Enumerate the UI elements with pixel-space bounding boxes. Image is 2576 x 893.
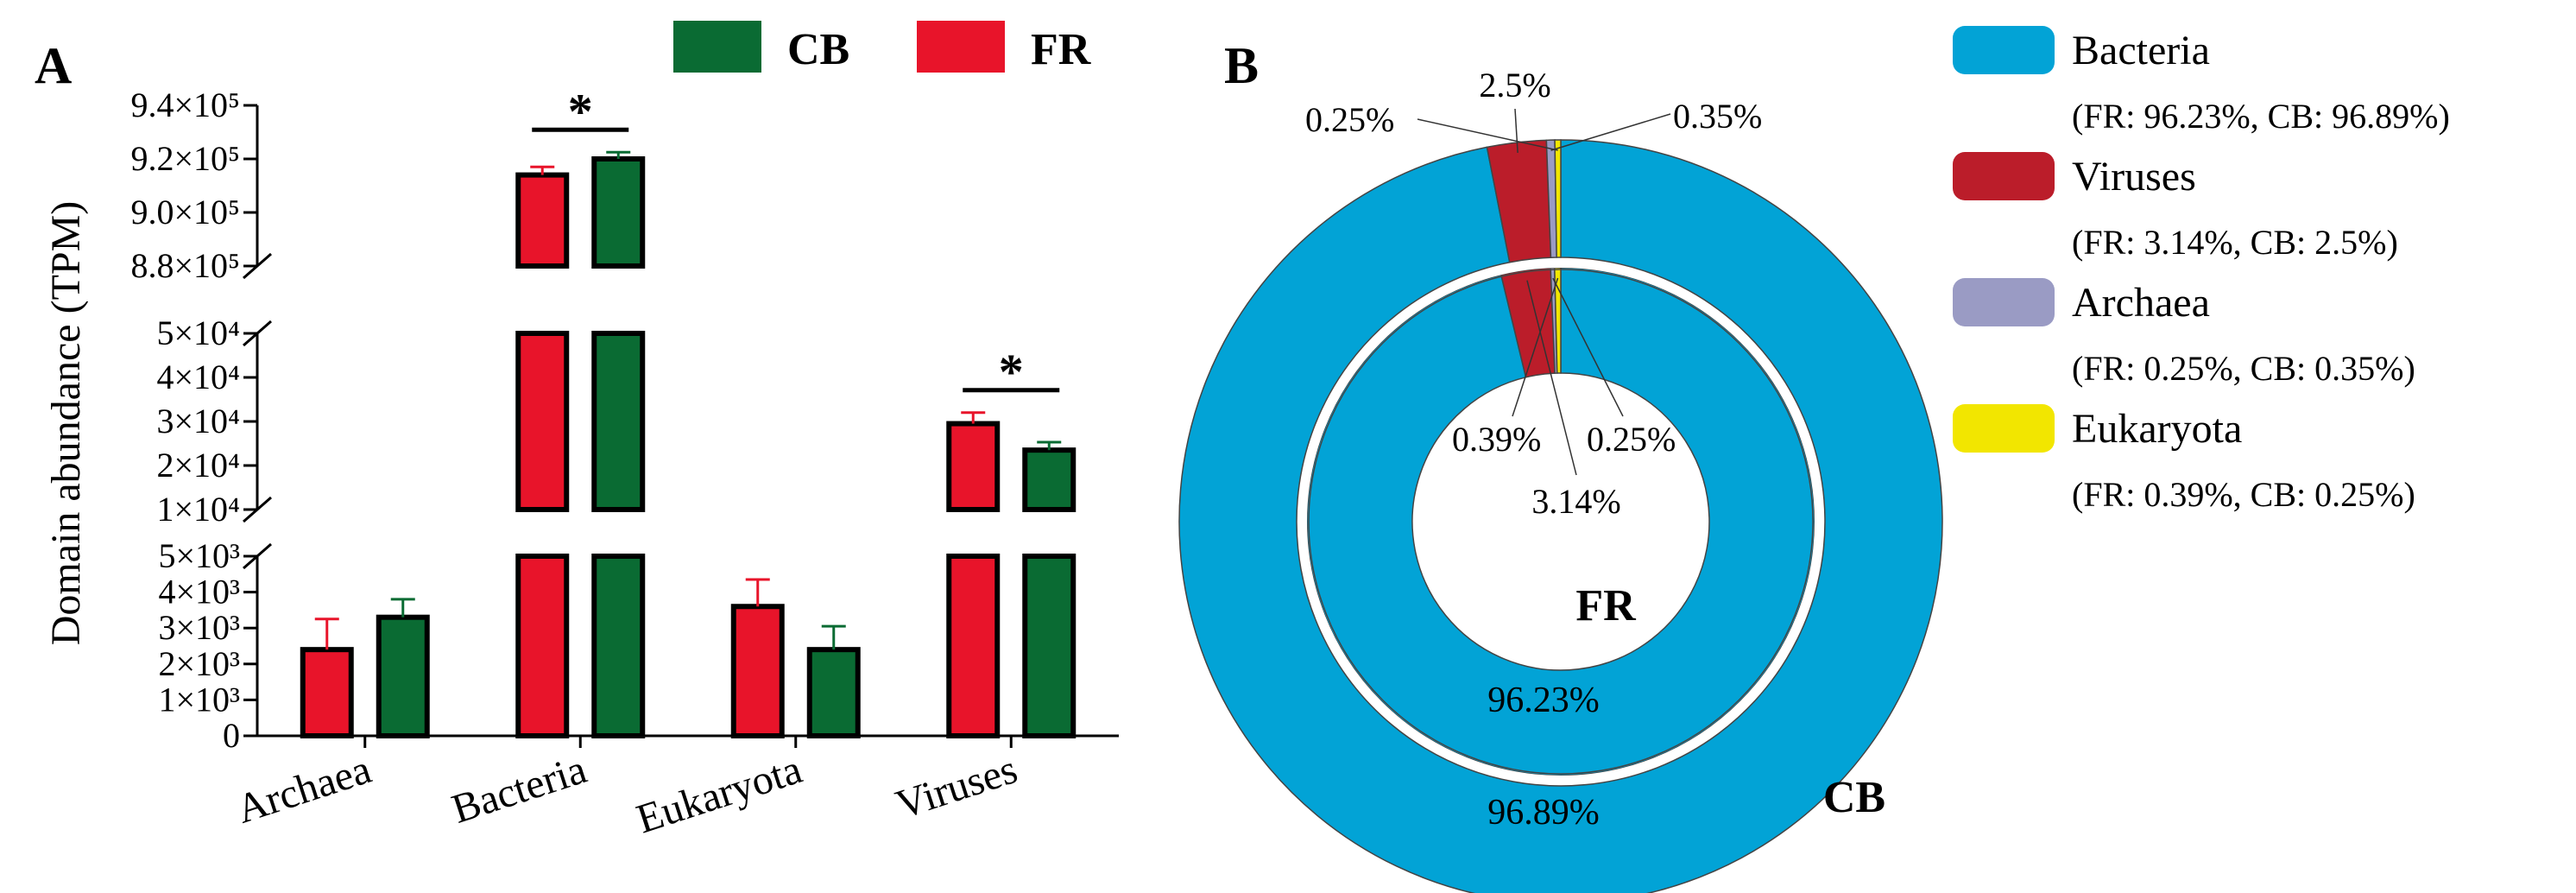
x-tick-label: Bacteria [446, 746, 591, 833]
x-tick-label: Viruses [891, 746, 1023, 828]
legend-detail-viruses: (FR: 3.14%, CB: 2.5%) [2072, 223, 2398, 262]
y-tick-label: 5×10⁴ [156, 314, 240, 352]
bar-fr [946, 421, 1001, 512]
bar-fr [300, 647, 354, 738]
leader-line [1417, 118, 1558, 151]
bar-cb [1022, 554, 1076, 738]
inner-label-eukaryota: 0.39% [1452, 420, 1541, 459]
legend-name-archaea: Archaea [2072, 280, 2210, 326]
y-tick-label: 8.8×10⁵ [130, 246, 240, 285]
axis-break-mark [243, 542, 272, 570]
bar-cb [806, 647, 861, 738]
leader-line [1552, 277, 1624, 417]
slice-fr-bacteria [1306, 267, 1815, 776]
ring-separator [1298, 259, 1823, 784]
outer-ring-name: CB [1823, 773, 1885, 822]
bar-cb [591, 331, 646, 512]
bar-fr [515, 172, 570, 269]
legend-detail-bacteria: (FR: 96.23%, CB: 96.89%) [2072, 97, 2450, 136]
outer-label-archaea: 0.35% [1673, 97, 1762, 136]
bar-cb [1022, 447, 1076, 513]
leader-line [1526, 280, 1577, 476]
y-tick-label: 1×10³ [158, 680, 240, 719]
x-tick-label: Eukaryota [631, 746, 807, 842]
bar-cb [591, 156, 646, 269]
outer-label-eukaryota: 0.25% [1305, 100, 1394, 139]
legend-name-bacteria: Bacteria [2072, 28, 2210, 73]
x-tick-label: Archaea [231, 746, 376, 833]
axis-break-mark [243, 496, 272, 523]
y-tick-label: 3×10⁴ [156, 402, 240, 440]
inner-label-viruses: 3.14% [1531, 482, 1620, 521]
bar-cb [591, 554, 646, 738]
y-tick-label: 2×10⁴ [156, 446, 240, 484]
slice-cb-bacteria [1178, 139, 1943, 893]
y-tick-label: 9.0×10⁵ [130, 193, 240, 231]
y-tick-label: 5×10³ [158, 536, 240, 575]
legend-swatch-archaea [1953, 278, 2055, 326]
legend-swatch-fr [917, 21, 1005, 73]
legend-swatch-cb [673, 21, 761, 73]
legend-detail-archaea: (FR: 0.25%, CB: 0.35%) [2072, 349, 2415, 388]
leader-line [1512, 277, 1559, 417]
y-tick-label: 2×10³ [158, 644, 240, 683]
bar-fr [515, 554, 570, 738]
slice-cb-eukaryota [1554, 139, 1562, 258]
legend-detail-eukaryota: (FR: 0.39%, CB: 0.25%) [2072, 475, 2415, 514]
donut-chart-b: 96.23% 96.89% FR CB 2.5% 0.35% 0.25% 3.14% 0.25%… [1178, 26, 2450, 893]
legend-swatch-eukaryota [1953, 404, 2055, 453]
inner-label-archaea: 0.25% [1587, 420, 1676, 459]
bar-fr [730, 604, 785, 738]
bar-fr [946, 554, 1001, 738]
y-tick-label: 4×10⁴ [156, 358, 240, 396]
bar-fr [515, 331, 570, 512]
slice-fr-eukaryota [1554, 267, 1562, 374]
outer-label-viruses: 2.5% [1479, 66, 1550, 104]
axis-break-mark [243, 252, 272, 280]
y-tick-label: 4×10³ [158, 573, 240, 611]
legend-name-viruses: Viruses [2072, 154, 2196, 200]
significance-star: * [568, 83, 593, 139]
y-axis-label: Domain abundance (TPM) [43, 201, 89, 646]
legend-name-eukaryota: Eukaryota [2072, 406, 2242, 452]
legend-label-fr: FR [1031, 25, 1092, 74]
y-tick-label: 0 [223, 716, 240, 755]
leader-line [1550, 113, 1671, 151]
y-tick-label: 9.2×10⁵ [130, 139, 240, 178]
y-tick-label: 9.4×10⁵ [130, 86, 240, 124]
significance-star: * [999, 344, 1024, 400]
panel-label-b: B [1224, 37, 1259, 94]
panel-label-a: A [35, 37, 72, 94]
axis-break-mark [243, 320, 272, 347]
inner-bacteria-percent: 96.23% [1487, 681, 1600, 720]
legend-swatch-viruses [1953, 152, 2055, 200]
outer-bacteria-percent: 96.89% [1487, 793, 1600, 833]
inner-ring-name: FR [1575, 581, 1637, 630]
legend-label-cb: CB [787, 25, 849, 74]
y-tick-label: 3×10³ [158, 608, 240, 647]
bar-cb [376, 614, 430, 738]
legend-swatch-bacteria [1953, 26, 2055, 74]
ring-outline [1308, 269, 1814, 775]
leader-line [1514, 108, 1518, 153]
y-tick-label: 1×10⁴ [156, 490, 240, 529]
